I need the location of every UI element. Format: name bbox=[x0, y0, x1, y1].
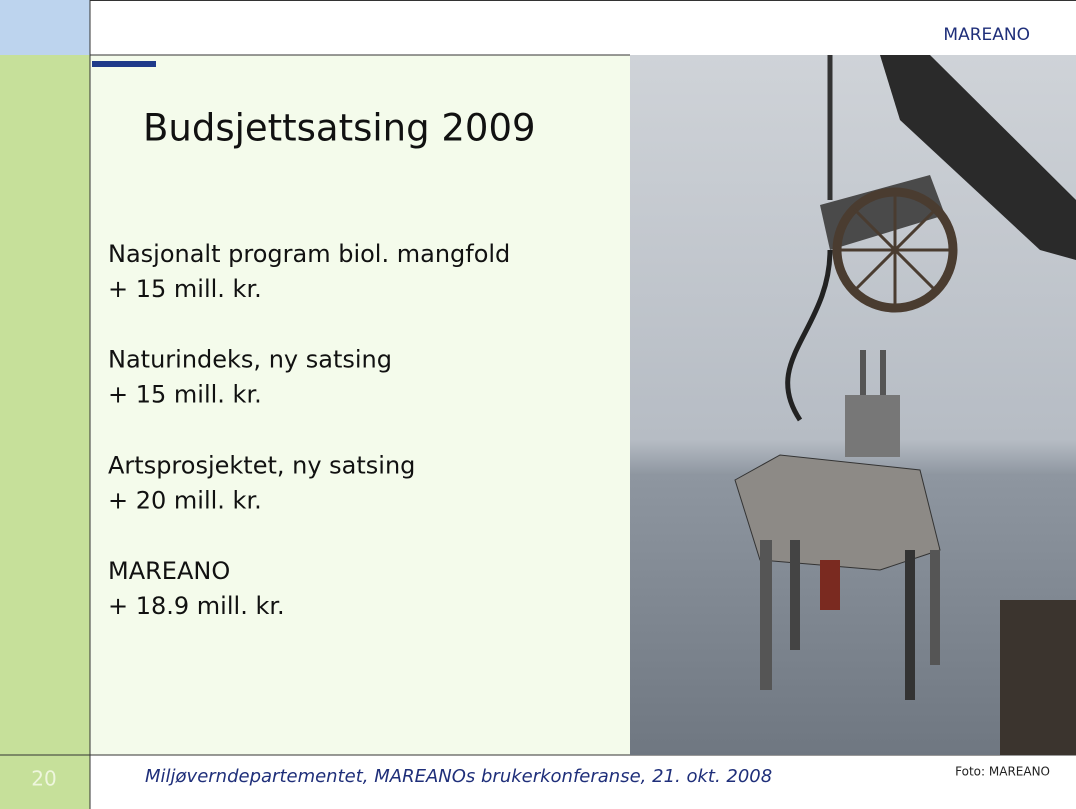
platform bbox=[845, 395, 900, 457]
rig-leg bbox=[790, 540, 800, 650]
photo bbox=[630, 55, 1076, 755]
platform bbox=[860, 350, 866, 395]
ship-edge bbox=[1000, 600, 1076, 755]
accent-bar bbox=[92, 61, 156, 67]
page-number: 20 bbox=[31, 767, 56, 791]
rig-part bbox=[820, 560, 840, 610]
item-name: MAREANO bbox=[108, 557, 230, 585]
footer: Miljøverndepartementet, MAREANOs brukerk… bbox=[145, 766, 772, 787]
spokes bbox=[837, 192, 953, 308]
rig-leg bbox=[760, 540, 772, 690]
item-amount: + 15 mill. kr. bbox=[108, 381, 262, 409]
rig-leg bbox=[930, 550, 940, 665]
platform bbox=[880, 350, 886, 395]
rig-leg bbox=[905, 550, 915, 700]
slide: MAREANO Budsjettsatsing 2009 Nasjonalt p… bbox=[0, 0, 1076, 809]
item-amount: + 18.9 mill. kr. bbox=[108, 592, 285, 620]
side-bar bbox=[0, 55, 90, 809]
page: MAREANO Budsjettsatsing 2009 Nasjonalt p… bbox=[0, 0, 1076, 809]
photo-credit: Foto: MAREANO bbox=[955, 765, 1050, 779]
item-name: Nasjonalt program biol. mangfold bbox=[108, 240, 510, 268]
item-name: Artsprosjektet, ny satsing bbox=[108, 451, 415, 479]
item-name: Naturindeks, ny satsing bbox=[108, 346, 392, 374]
item-amount: + 15 mill. kr. bbox=[108, 275, 262, 303]
corner-cell bbox=[0, 0, 90, 55]
item-amount: + 20 mill. kr. bbox=[108, 486, 262, 514]
header-label: MAREANO bbox=[943, 25, 1030, 45]
slide-title: Budsjettsatsing 2009 bbox=[143, 107, 536, 150]
